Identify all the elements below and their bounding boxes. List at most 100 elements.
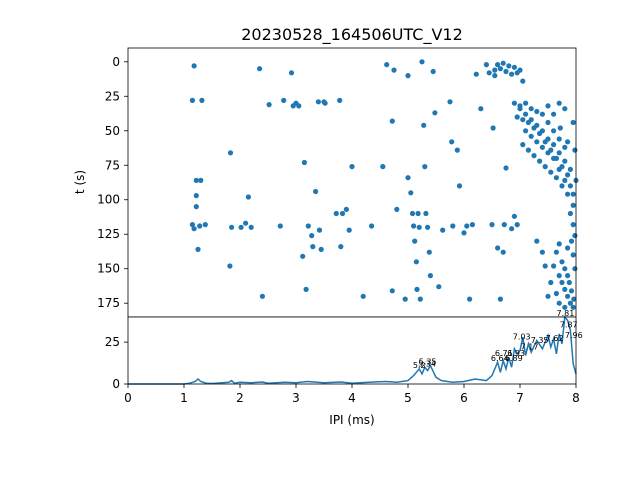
peak-label: 6.93 — [507, 349, 525, 358]
data-point — [227, 263, 233, 269]
data-point — [322, 100, 328, 106]
data-point — [422, 164, 428, 170]
data-point — [478, 106, 484, 112]
data-point — [559, 183, 565, 189]
data-point — [412, 238, 418, 244]
data-point — [449, 139, 455, 145]
data-point — [338, 244, 344, 250]
data-point — [193, 177, 199, 183]
data-point — [567, 300, 574, 306]
y-tick-label: 175 — [97, 296, 120, 310]
data-point — [556, 241, 562, 247]
data-point — [514, 222, 520, 228]
data-point — [473, 71, 479, 77]
data-point — [562, 286, 568, 292]
data-point — [380, 164, 386, 170]
data-point — [553, 249, 560, 255]
data-point — [483, 62, 489, 68]
data-point — [315, 99, 321, 105]
data-point — [556, 136, 562, 142]
data-point — [419, 59, 425, 65]
data-point — [497, 296, 503, 302]
peak-label: 7.62 — [546, 334, 564, 343]
data-point — [548, 279, 554, 286]
data-point — [545, 150, 551, 156]
data-point — [565, 191, 571, 197]
data-point — [343, 206, 349, 212]
peak-label: 6.64 — [491, 354, 509, 363]
peak-label: 7.96 — [565, 331, 583, 340]
data-point — [545, 293, 551, 299]
data-point — [537, 158, 543, 164]
x-tick-label: 7 — [516, 391, 524, 405]
data-point — [497, 66, 503, 72]
data-point — [503, 68, 509, 75]
data-point — [520, 142, 526, 148]
data-point — [501, 222, 507, 228]
data-point — [486, 70, 492, 76]
data-point — [557, 125, 563, 131]
scatter-axes: 0 25 50 75 100 125 150 175 t (s) — [73, 47, 579, 318]
data-point — [556, 300, 562, 306]
data-point — [539, 144, 546, 150]
data-point — [199, 97, 205, 103]
data-point — [421, 122, 427, 128]
data-point — [492, 73, 498, 79]
data-point — [528, 133, 534, 139]
x-tick-label: 8 — [572, 391, 580, 405]
data-point — [394, 206, 400, 212]
data-point — [534, 122, 540, 128]
data-point — [430, 68, 436, 75]
y-tick-label: 150 — [97, 262, 120, 276]
data-point — [243, 220, 249, 226]
x-tick-label: 2 — [236, 391, 244, 405]
peak-label: 7.87 — [560, 321, 578, 330]
data-point — [570, 222, 576, 228]
peak-label: 7.35 — [531, 336, 549, 345]
data-point — [310, 244, 316, 250]
data-point — [402, 296, 408, 302]
data-point — [415, 210, 421, 217]
data-point — [511, 213, 517, 219]
data-point — [565, 245, 571, 251]
peak-label: 6.89 — [505, 354, 523, 363]
peak-label: 5.35 — [419, 358, 437, 367]
data-point — [300, 253, 306, 259]
data-point — [539, 111, 546, 117]
data-point — [565, 139, 571, 145]
data-point — [572, 233, 578, 239]
y-tick-label: 125 — [97, 227, 120, 241]
data-point — [556, 166, 562, 172]
data-point — [248, 224, 254, 230]
x-tick-label: 1 — [180, 391, 188, 405]
data-point — [556, 273, 562, 279]
data-point — [495, 62, 501, 68]
data-point — [568, 238, 575, 244]
data-point — [568, 288, 575, 294]
data-point — [531, 153, 537, 159]
x-axis-label: IPI (ms) — [329, 413, 374, 427]
data-point — [509, 71, 515, 77]
data-point — [416, 224, 422, 230]
data-point — [528, 106, 534, 112]
data-point — [389, 118, 395, 124]
data-point — [193, 193, 199, 199]
data-point — [545, 103, 551, 109]
y-tick-label: 25 — [105, 335, 120, 349]
data-point — [523, 111, 529, 117]
data-point — [384, 62, 390, 68]
data-point — [440, 227, 446, 233]
data-point — [551, 142, 557, 148]
data-point — [189, 222, 195, 228]
data-point — [489, 222, 495, 228]
data-point — [456, 183, 463, 189]
data-point — [417, 296, 423, 302]
data-point — [461, 230, 467, 236]
data-point — [405, 175, 411, 181]
peak-labels: 5.25.355.346.646.716.896.937.037.177.357… — [413, 309, 583, 370]
data-point — [426, 249, 432, 255]
peak-label: 7.81 — [556, 309, 574, 318]
histogram-axes: 5.25.355.346.646.716.896.937.037.177.357… — [105, 309, 583, 427]
data-point — [427, 273, 433, 279]
data-point — [259, 293, 265, 299]
